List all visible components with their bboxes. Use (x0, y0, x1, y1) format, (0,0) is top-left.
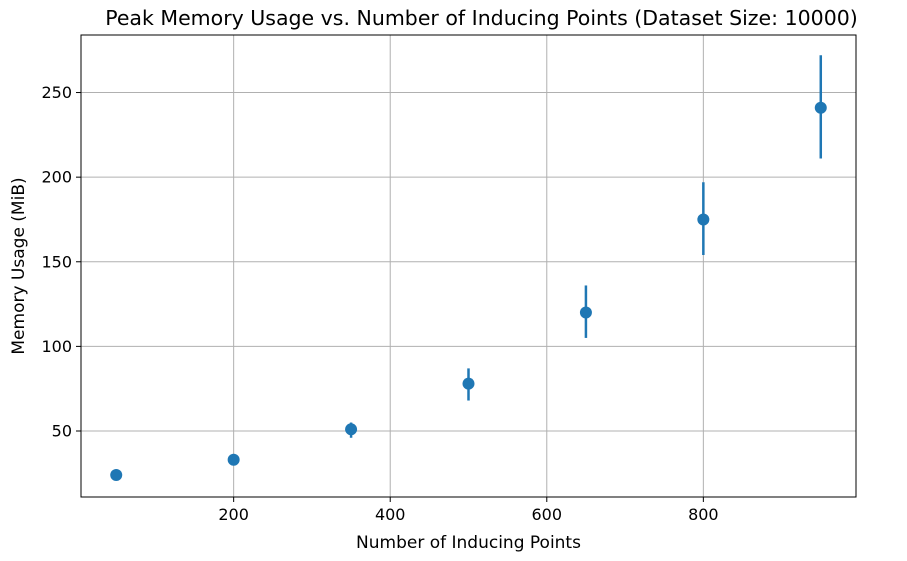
data-point (227, 453, 240, 466)
data-point-layer (110, 101, 827, 481)
x-tick-label: 600 (532, 505, 563, 524)
tick-layer: 200 400 600 800 50 100 150 200 250 (41, 83, 718, 524)
x-tick-label: 800 (688, 505, 719, 524)
data-point (462, 377, 475, 390)
y-tick-label: 250 (41, 83, 72, 102)
data-point (579, 306, 592, 319)
x-axis-label: Number of Inducing Points (356, 533, 581, 553)
data-point (345, 423, 358, 436)
y-tick-label: 50 (52, 422, 72, 441)
error-bar-layer (349, 55, 823, 438)
data-point (697, 213, 710, 226)
y-tick-label: 150 (41, 252, 72, 271)
x-tick-label: 200 (218, 505, 249, 524)
plot-frame (80, 34, 857, 498)
y-tick-label: 100 (41, 337, 72, 356)
grid-layer (81, 35, 856, 497)
data-point (110, 469, 123, 481)
x-tick-label: 400 (375, 505, 406, 524)
chart-title: Peak Memory Usage vs. Number of Inducing… (105, 6, 858, 30)
y-axis-label: Memory Usage (MiB) (9, 177, 29, 354)
y-tick-label: 200 (41, 168, 72, 187)
data-point (814, 101, 827, 114)
